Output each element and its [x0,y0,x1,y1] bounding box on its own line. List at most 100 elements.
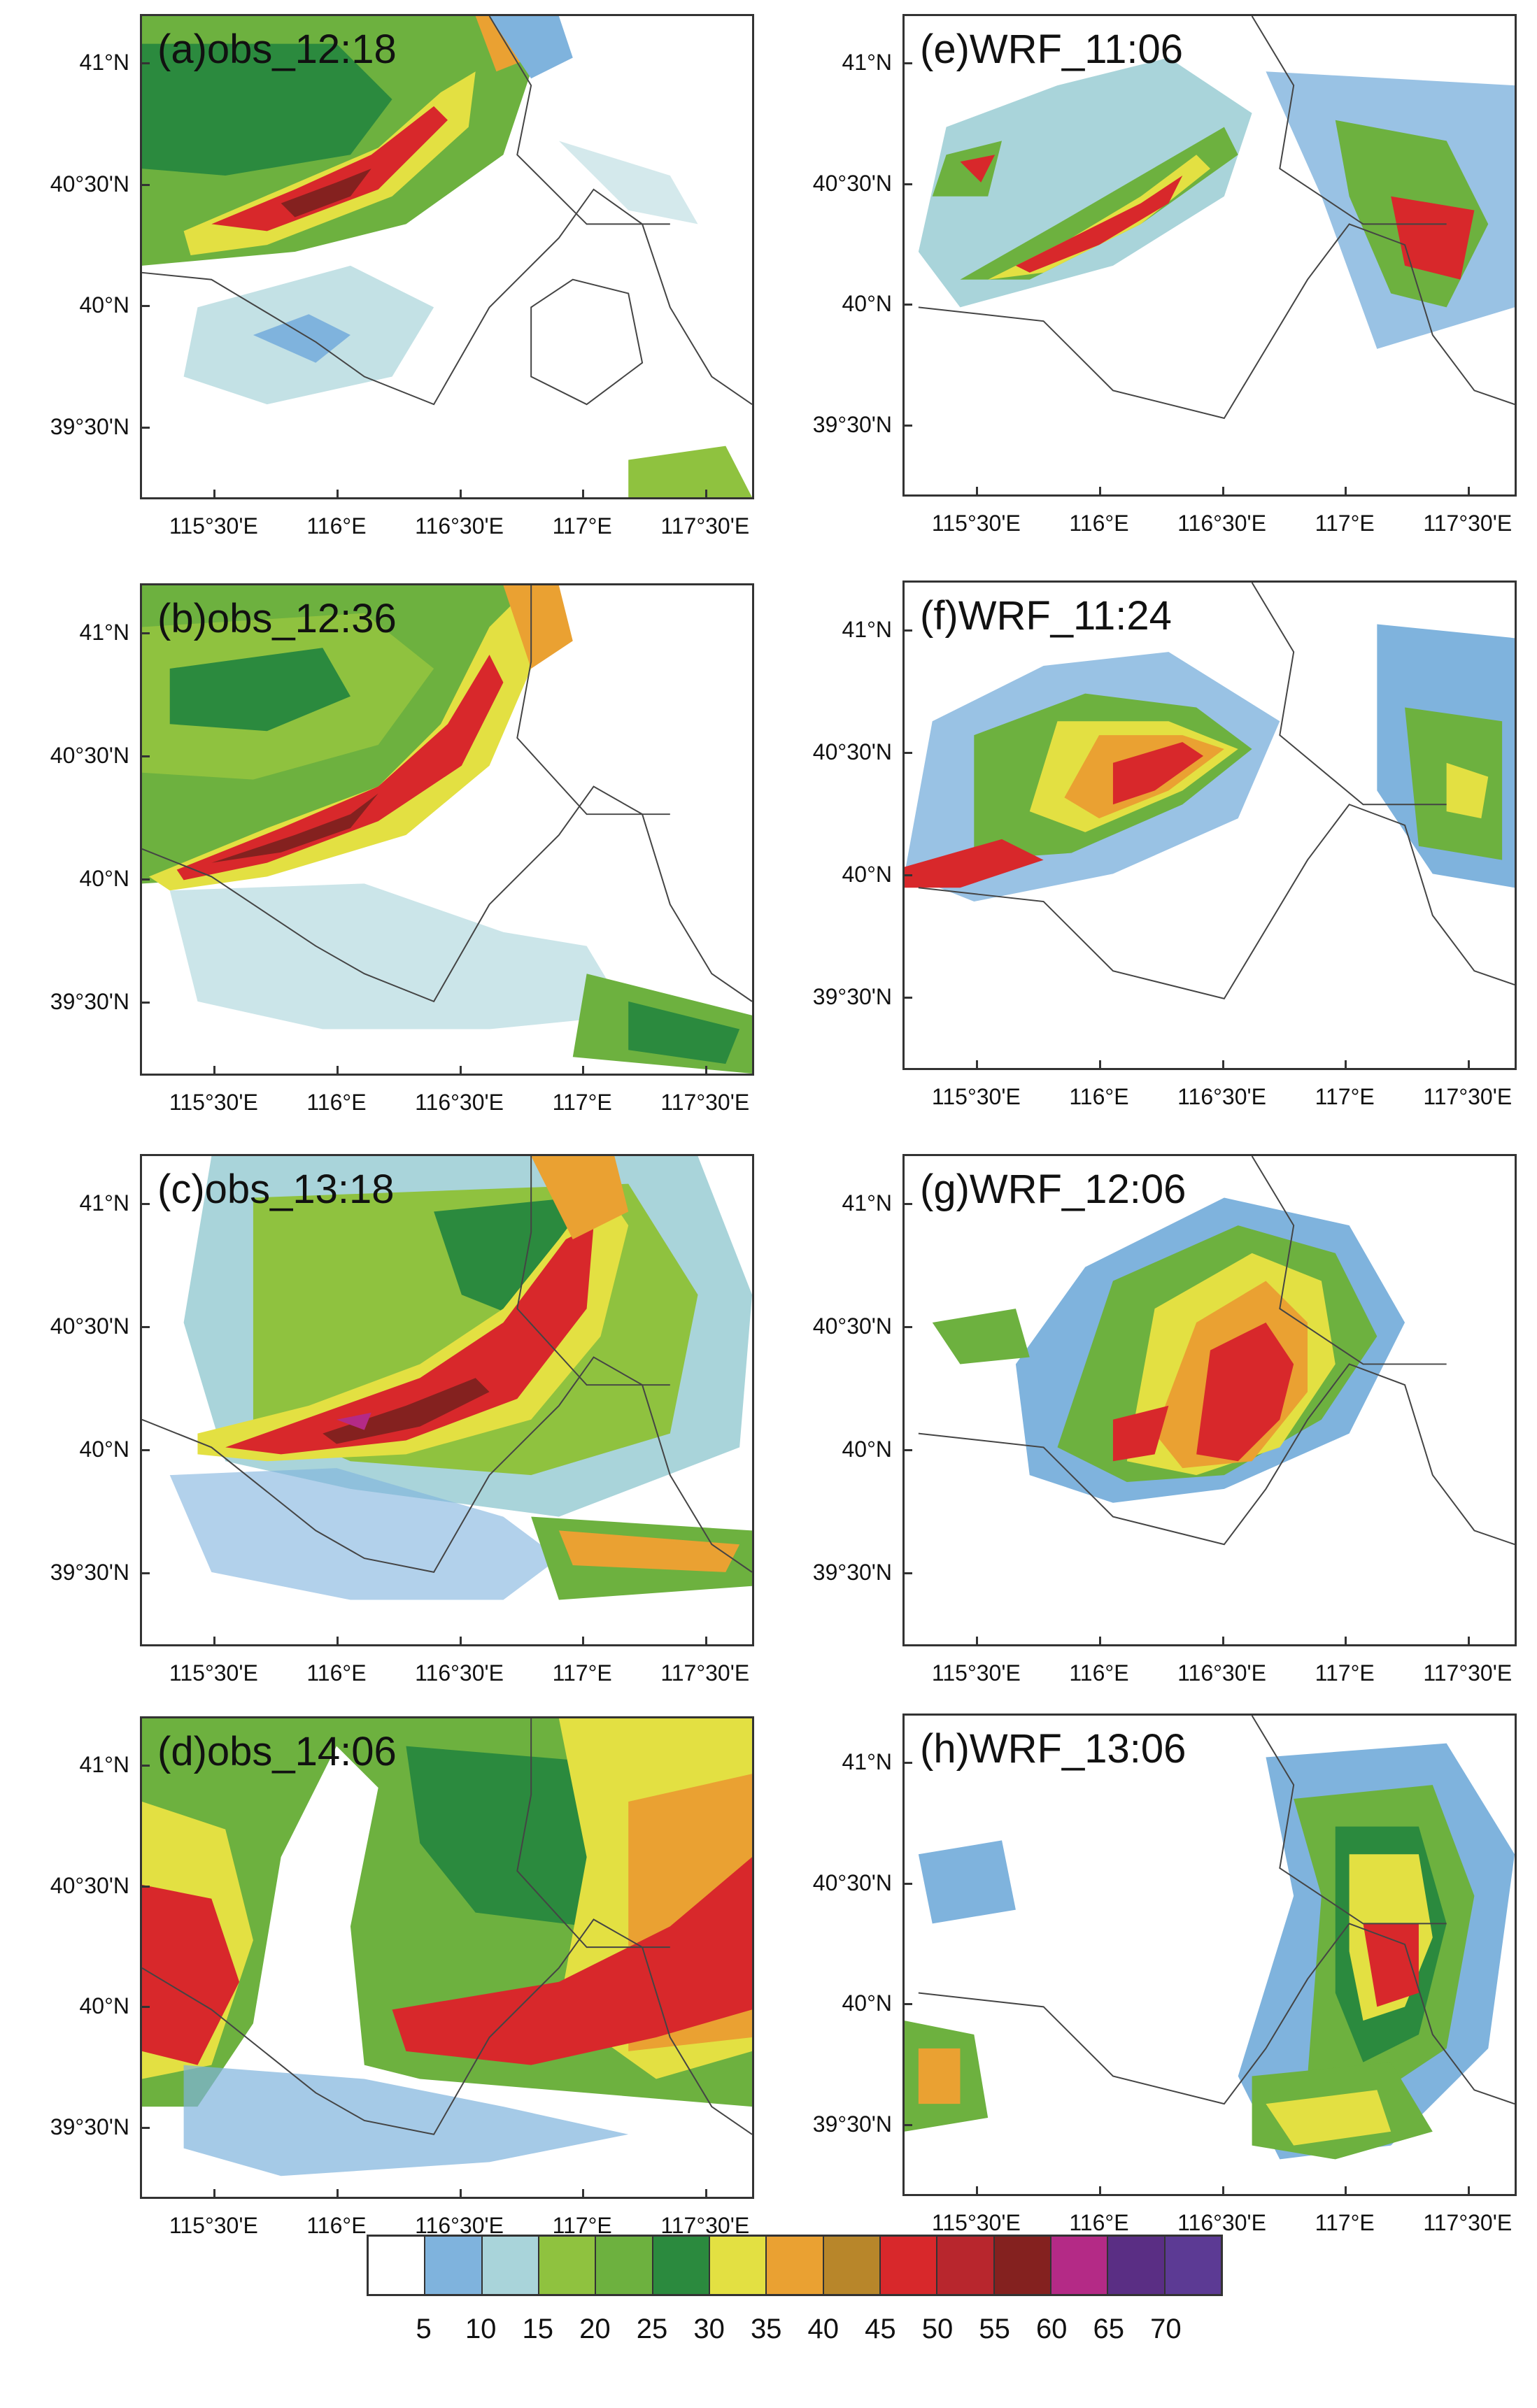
longitude-label: 115°30'E [169,2213,258,2238]
longitude-label: 117°30'E [660,513,750,539]
colorbar-swatch [880,2237,938,2294]
colorbar-swatch [425,2237,483,2294]
latitude-label: 39°30'N [812,411,892,437]
colorbar-label: 10 [465,2314,497,2344]
longitude-tick [213,1066,216,1076]
colorbar-swatch [709,2237,767,2294]
longitude-label: 117°E [552,1090,612,1115]
colorbar-label: 35 [750,2314,782,2344]
longitude-tick [213,2189,216,2199]
latitude-label: 40°N [79,866,130,892]
longitude-tick [976,487,979,497]
latitude-label: 41°N [842,50,893,75]
longitude-tick [704,1637,707,1646]
longitude-tick [1467,1060,1470,1070]
longitude-label: 117°30'E [1423,1660,1513,1686]
latitude-label: 40°N [842,1437,893,1462]
longitude-label: 117°30'E [1423,511,1513,536]
longitude-label: 117°30'E [1423,1084,1513,1109]
longitude-tick [336,2189,339,2199]
latitude-label: 40°N [79,1437,130,1462]
colorbar-swatch [937,2237,995,2294]
latitude-label: 40°N [842,1990,893,2016]
longitude-label: 116°E [1069,2210,1129,2235]
longitude-label: 116°E [1069,511,1129,536]
longitude-label: 115°30'E [931,1084,1021,1109]
panel-title: (c)obs_13:18 [157,1167,395,1212]
latitude-tick [902,1572,912,1575]
longitude-tick [1221,487,1224,497]
longitude-tick [976,2186,979,2196]
colorbar-swatch [1165,2237,1221,2294]
latitude-label: 41°N [79,1190,130,1216]
longitude-tick [336,490,339,499]
colorbar-label: 40 [807,2314,840,2344]
panel-h: (h)WRF_13:06 [770,1714,1537,2231]
longitude-label: 116°30'E [415,1090,504,1115]
latitude-tick [140,1765,150,1767]
latitude-label: 41°N [842,1749,893,1774]
latitude-tick [902,874,912,876]
latitude-label: 40°30'N [50,743,129,769]
colorbar-label: 20 [579,2314,611,2344]
latitude-label: 39°30'N [50,2114,129,2139]
longitude-tick [1098,2186,1101,2196]
latitude-tick [140,426,150,429]
longitude-label: 116°30'E [415,513,504,539]
longitude-label: 116°30'E [1177,1084,1266,1109]
longitude-label: 116°E [306,1660,367,1686]
colorbar-swatch [823,2237,881,2294]
longitude-label: 117°E [1315,1660,1375,1686]
longitude-label: 116°30'E [415,2213,504,2238]
longitude-tick [704,1066,707,1076]
longitude-tick [1098,1060,1101,1070]
longitude-tick [336,1637,339,1646]
longitude-label: 117°E [1315,1084,1375,1109]
latitude-label: 39°30'N [812,984,892,1009]
latitude-tick [140,183,150,186]
longitude-tick [1098,487,1101,497]
latitude-label: 40°30'N [812,1313,892,1339]
panel-f: (f)WRF_11:24 [770,573,1537,1154]
longitude-label: 115°30'E [169,513,258,539]
longitude-tick [1345,2186,1347,2196]
latitude-label: 40°30'N [812,1869,892,1895]
colorbar-swatch [539,2237,597,2294]
latitude-label: 39°30'N [50,1560,129,1586]
latitude-tick [140,1572,150,1575]
colorbar-swatch [994,2237,1051,2294]
longitude-label: 115°30'E [169,1090,258,1115]
latitude-tick [902,1882,912,1885]
longitude-tick [1345,1637,1347,1646]
panel-title: (a)obs_12:18 [157,27,397,72]
latitude-label: 40°N [842,291,893,316]
latitude-tick [140,755,150,758]
latitude-label: 40°30'N [812,170,892,196]
longitude-tick [213,490,216,499]
reflectivity-field [142,1718,752,2177]
longitude-tick [1467,1637,1470,1646]
longitude-label: 117°E [552,513,612,539]
longitude-tick [704,2189,707,2199]
longitude-tick [1221,1637,1224,1646]
reflectivity-field [918,1156,1515,1546]
latitude-label: 40°N [842,862,893,887]
longitude-label: 117°E [552,1660,612,1686]
longitude-tick [976,1637,979,1646]
longitude-label: 117°30'E [660,2213,750,2238]
latitude-tick [902,1326,912,1329]
latitude-tick [140,62,150,65]
latitude-tick [902,62,912,64]
latitude-tick [140,1203,150,1206]
latitude-tick [902,424,912,427]
panel-e: (e)WRF_11:06 [770,0,1537,573]
longitude-tick [1345,1060,1347,1070]
colorbar-swatch [1108,2237,1166,2294]
latitude-tick [902,2003,912,2005]
latitude-tick [902,997,912,999]
latitude-label: 41°N [79,50,130,76]
latitude-label: 40°30'N [50,171,129,197]
reflectivity-field [905,583,1515,999]
latitude-tick [140,2126,150,2129]
reflectivity-field [142,585,752,1074]
